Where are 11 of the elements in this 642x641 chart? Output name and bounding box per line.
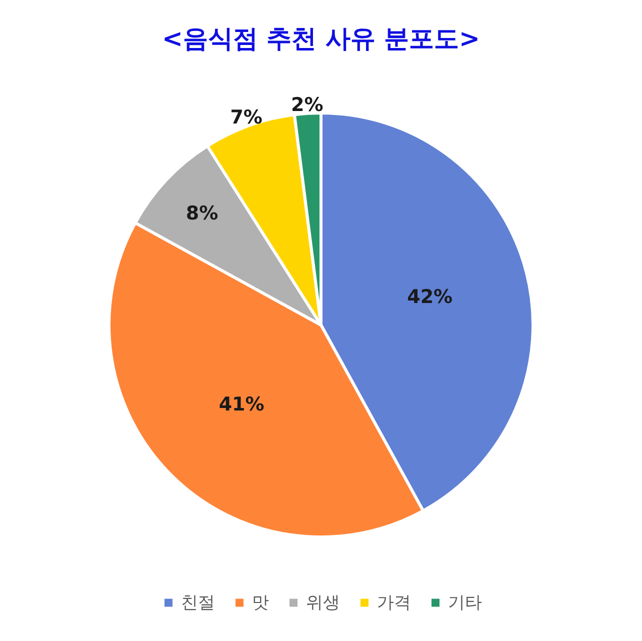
chart-title: <음식점 추천 사유 분포도> xyxy=(162,24,480,53)
legend-label: 친절 xyxy=(181,592,215,613)
data-label: 41% xyxy=(218,393,264,416)
data-label: 42% xyxy=(407,286,453,308)
legend-label: 가격 xyxy=(377,592,411,613)
legend-label: 맛 xyxy=(252,592,269,613)
legend-label: 기타 xyxy=(448,592,482,613)
data-label: 2% xyxy=(291,94,324,116)
legend-label: 위생 xyxy=(306,592,340,613)
data-label: 8% xyxy=(186,202,218,224)
data-label: 7% xyxy=(230,106,262,129)
